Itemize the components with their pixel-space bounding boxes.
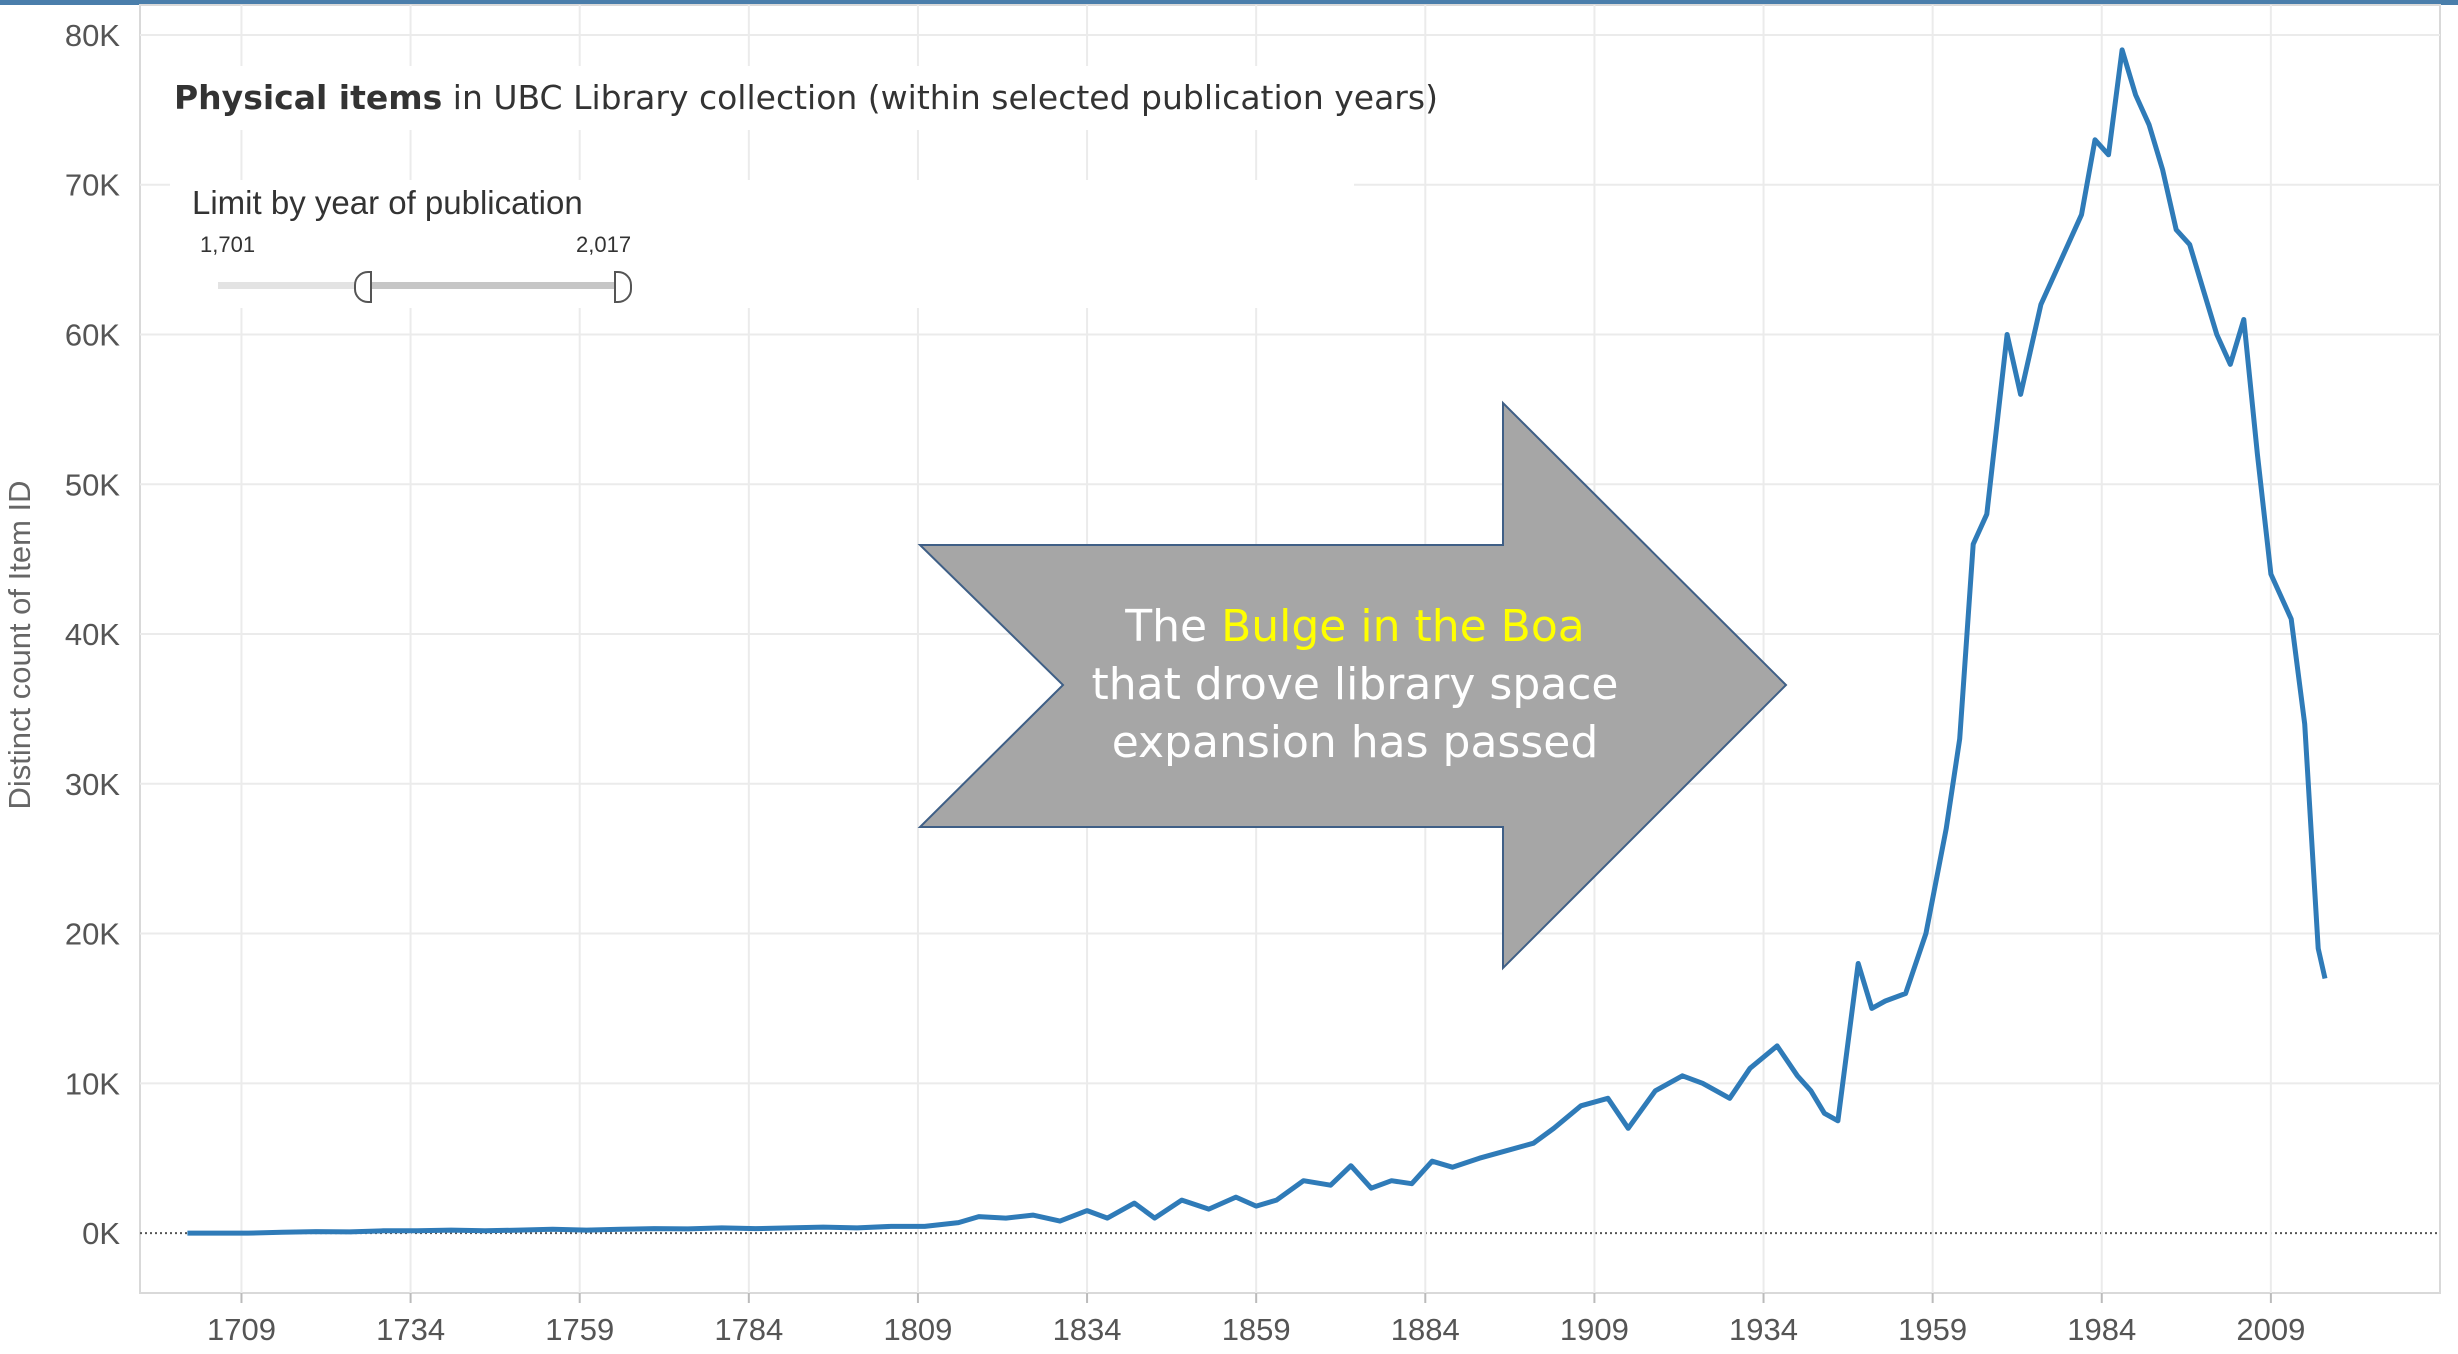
y-tick-label: 10K (65, 1066, 120, 1101)
year-filter-min-value: 1,701 (200, 232, 256, 257)
x-tick-label: 1834 (1053, 1312, 1122, 1347)
year-slider-min-handle[interactable] (354, 271, 372, 303)
x-tick-label: 1784 (714, 1312, 783, 1347)
year-slider-max-handle[interactable] (614, 271, 632, 303)
callout-highlight: Bulge in the Boa (1221, 601, 1585, 652)
x-tick-label: 1809 (883, 1312, 952, 1347)
chart-title: Physical items in UBC Library collection… (152, 66, 1438, 130)
chart-title-bold: Physical items (174, 78, 443, 117)
x-tick-label: 1984 (2067, 1312, 2136, 1347)
callout-arrow (917, 400, 1788, 971)
callout-line-3: expansion has passed (1111, 717, 1599, 768)
series-line (187, 47, 2328, 1236)
x-tick-label: 1884 (1391, 1312, 1460, 1347)
y-axis-ticks: 0K 10K 20K 30K 40K 50K 60K 70K 80K (65, 18, 120, 1251)
x-axis-ticks: 1709 1734 1759 1784 1809 1834 1859 1884 1909 1934… (207, 1293, 2305, 1347)
plot-frame (139, 4, 2441, 1294)
x-tick-label: 2009 (2236, 1312, 2305, 1347)
x-tick-label: 1859 (1222, 1312, 1291, 1347)
x-tick-label: 1959 (1898, 1312, 1967, 1347)
year-slider-selected-range (365, 282, 626, 289)
y-tick-label: 70K (65, 168, 120, 203)
x-tick-label: 1734 (376, 1312, 445, 1347)
x-tick-label: 1909 (1560, 1312, 1629, 1347)
y-tick-label: 50K (65, 467, 120, 502)
top-accent-bar (0, 0, 2458, 5)
y-tick-label: 80K (65, 18, 120, 53)
y-axis-label: Distinct count of Item ID (2, 480, 37, 809)
callout-line-1: The Bulge in the Boa (1020, 598, 1690, 656)
chart-title-rest: in UBC Library collection (within select… (442, 78, 1438, 117)
callout-text-prefix: The (1125, 601, 1222, 652)
callout-line-2: that drove library space (1091, 659, 1619, 710)
y-tick-label: 40K (65, 617, 120, 652)
year-filter-max-value: 2,017 (576, 232, 632, 257)
year-filter-label: Limit by year of publication (192, 184, 583, 221)
x-tick-label: 1934 (1729, 1312, 1798, 1347)
x-tick-label: 1709 (207, 1312, 276, 1347)
callout-text: The Bulge in the Boa that drove library … (1020, 598, 1690, 772)
x-tick-label: 1759 (545, 1312, 614, 1347)
y-tick-label: 30K (65, 767, 120, 802)
y-tick-label: 20K (65, 917, 120, 952)
y-tick-label: 60K (65, 317, 120, 352)
y-tick-label: 0K (82, 1216, 120, 1251)
